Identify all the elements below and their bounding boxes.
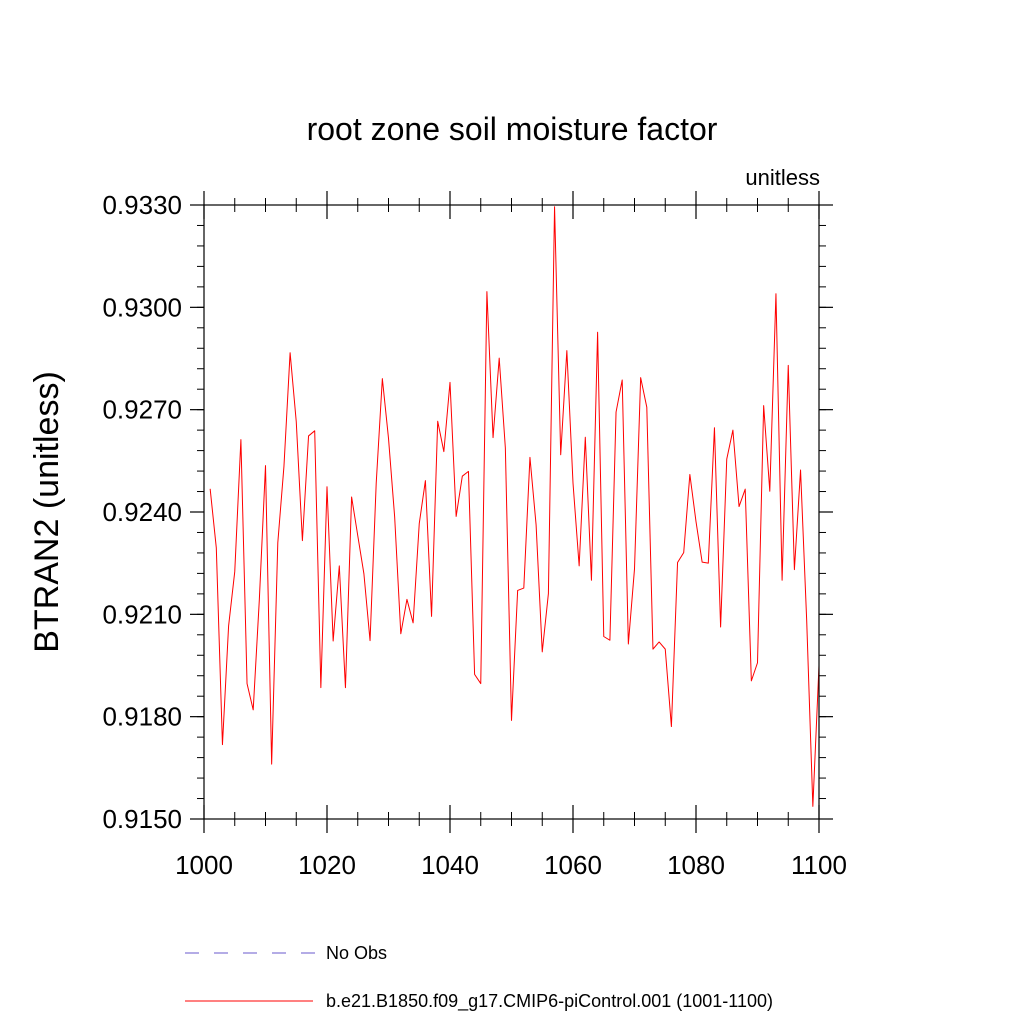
y-axis-label: BTRAN2 (unitless) bbox=[28, 371, 66, 653]
x-tick-label: 1020 bbox=[298, 850, 356, 880]
series-line-0 bbox=[209, 206, 820, 807]
axis-ticks bbox=[190, 191, 833, 833]
legend-label-picontrol: b.e21.B1850.f09_g17.CMIP6-piControl.001 … bbox=[326, 991, 773, 1012]
x-tick-label: 1060 bbox=[544, 850, 602, 880]
x-tick-label: 1100 bbox=[791, 850, 847, 880]
plot-frame bbox=[203, 204, 820, 820]
x-tick-label: 1040 bbox=[421, 850, 479, 880]
y-tick-label: 0.9150 bbox=[102, 804, 182, 834]
y-tick-label: 0.9180 bbox=[102, 702, 182, 732]
y-tick-label: 0.9300 bbox=[102, 292, 182, 322]
y-tick-labels: 0.9150 0.9180 0.9210 0.9240 0.9270 0.9300 0.93… bbox=[102, 190, 182, 834]
chart-title: root zone soil moisture factor bbox=[307, 111, 718, 147]
x-tick-labels: 1000 1020 1040 1060 1080 1100 bbox=[175, 850, 847, 880]
series-layer bbox=[209, 206, 820, 807]
legend: No Obs b.e21.B1850.f09_g17.CMIP6-piContr… bbox=[185, 943, 773, 1012]
legend-label-no-obs: No Obs bbox=[326, 943, 387, 963]
y-tick-label: 0.9210 bbox=[102, 599, 182, 629]
units-label: unitless bbox=[745, 165, 820, 190]
x-tick-label: 1000 bbox=[175, 850, 233, 880]
x-tick-label: 1080 bbox=[667, 850, 725, 880]
y-tick-label: 0.9270 bbox=[102, 395, 182, 425]
y-tick-label: 0.9330 bbox=[102, 190, 182, 220]
y-tick-label: 0.9240 bbox=[102, 497, 182, 527]
